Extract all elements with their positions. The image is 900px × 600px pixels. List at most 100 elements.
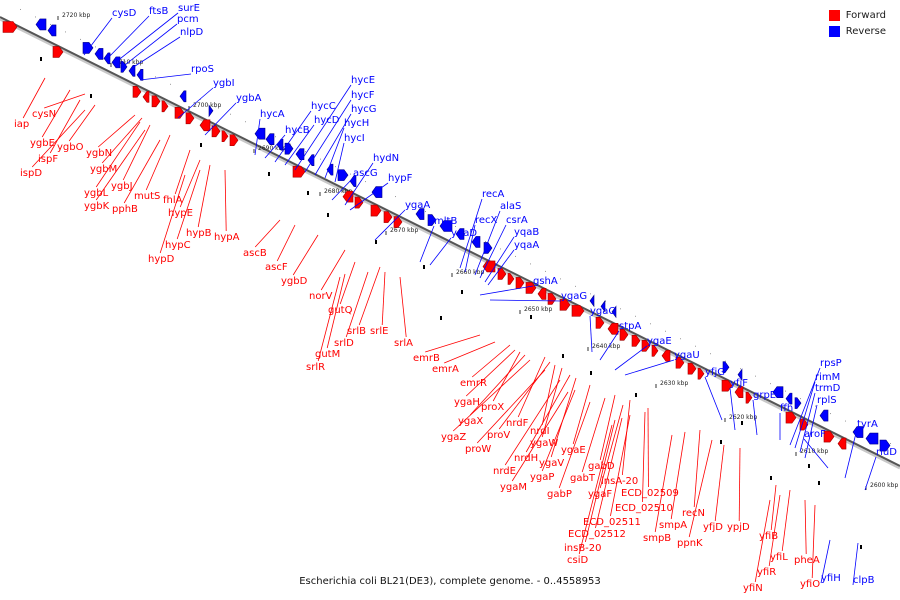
ruler-dot bbox=[695, 345, 696, 347]
leader-ygad bbox=[429, 237, 452, 266]
reverse-gene-block bbox=[47, 24, 57, 37]
ruler-dot bbox=[215, 106, 216, 108]
forward-gene-block bbox=[547, 293, 557, 305]
ruler-dot bbox=[290, 143, 291, 145]
reverse-gene-block bbox=[737, 368, 743, 382]
forward-gene-block bbox=[595, 317, 605, 329]
ruler-dot bbox=[440, 218, 441, 220]
reverse-gene-block bbox=[819, 409, 829, 422]
gene-label-ygae: ygaE bbox=[647, 336, 672, 347]
leader-ygbd bbox=[292, 234, 319, 276]
legend-item-reverse: Reverse bbox=[828, 23, 886, 39]
reverse-gene-block bbox=[103, 52, 111, 65]
ruler-dot bbox=[200, 98, 201, 100]
gene-label-prox: proX bbox=[481, 402, 504, 413]
forward-gene-block bbox=[2, 21, 18, 33]
leader-hypa bbox=[224, 169, 227, 232]
forward-gene-block bbox=[161, 100, 169, 113]
gene-label-gabt: gabT bbox=[570, 473, 596, 484]
marker-tick bbox=[741, 421, 743, 425]
gene-label-gabp: gabP bbox=[547, 489, 572, 500]
ruler-dot bbox=[500, 248, 501, 250]
ruler-dot bbox=[350, 173, 351, 175]
gene-label-gutm: gutM bbox=[315, 349, 340, 360]
ruler-dot bbox=[305, 151, 306, 153]
leader-cysn bbox=[44, 93, 86, 109]
forward-gene-block bbox=[185, 112, 195, 125]
gene-label-pphb: pphB bbox=[112, 204, 138, 215]
reverse-gene-block bbox=[120, 61, 128, 73]
ruler-dot bbox=[560, 278, 561, 280]
gene-label-prov: proV bbox=[487, 430, 510, 441]
leader-prow bbox=[476, 369, 546, 444]
gene-label-csid: csiD bbox=[567, 555, 588, 566]
reverse-gene-block bbox=[865, 432, 879, 445]
gene-label-yfin: yfiN bbox=[743, 583, 763, 594]
ruler-dot bbox=[635, 315, 636, 317]
marker-tick bbox=[530, 315, 532, 319]
gene-label-trmd: trmD bbox=[815, 383, 841, 394]
forward-gene-block bbox=[745, 391, 753, 404]
marker-tick bbox=[40, 57, 42, 61]
marker-tick bbox=[818, 481, 820, 485]
gene-label-srlr: srlR bbox=[306, 362, 325, 373]
ruler-dot bbox=[680, 338, 681, 340]
leader-gabp bbox=[558, 401, 591, 489]
leader-hycd bbox=[284, 124, 315, 166]
leader-ygap bbox=[541, 389, 576, 472]
gene-label-yfjd: yfjD bbox=[703, 522, 723, 533]
reverse-gene-block bbox=[254, 127, 266, 140]
ruler-dot bbox=[755, 375, 756, 377]
leader-insb-20 bbox=[584, 419, 616, 543]
gene-label-emrb: emrB bbox=[413, 353, 440, 364]
gene-label-yfil: yfiL bbox=[770, 552, 788, 563]
reverse-swatch bbox=[828, 25, 840, 37]
marker-tick bbox=[461, 290, 463, 294]
ruler-dot bbox=[35, 16, 36, 18]
marker-tick bbox=[770, 476, 772, 480]
gene-label-ygad: ygaD bbox=[451, 228, 477, 239]
chromosome-axis bbox=[0, 16, 900, 467]
forward-gene-block bbox=[525, 282, 537, 294]
reverse-gene-block bbox=[600, 299, 606, 313]
leader-ygbl bbox=[95, 121, 141, 188]
ruler-dot bbox=[335, 166, 336, 168]
leader-hyce bbox=[294, 84, 352, 171]
tick-label: 2640 kbp bbox=[592, 343, 620, 350]
reverse-gene-block bbox=[307, 154, 315, 166]
gene-label-reca: recA bbox=[482, 189, 505, 200]
gene-label-ygbk: ygbK bbox=[84, 201, 110, 212]
tick-label: 2630 kbp bbox=[660, 380, 688, 387]
leader-csid bbox=[578, 424, 613, 555]
leader-cysd bbox=[83, 17, 113, 56]
leader-nrde bbox=[504, 379, 561, 466]
leader-yfjg bbox=[704, 376, 723, 421]
leader-pcm bbox=[124, 23, 178, 66]
ruler-dot bbox=[140, 68, 141, 70]
ruler-dot bbox=[890, 443, 891, 445]
leader-arof bbox=[803, 438, 829, 469]
gene-label-hycc: hycC bbox=[311, 101, 336, 112]
reverse-gene-block bbox=[208, 104, 214, 118]
leader-rpsp bbox=[789, 367, 821, 446]
gene-label-ispf: ispF bbox=[38, 154, 58, 165]
ruler-dot bbox=[65, 31, 66, 33]
leader-csra bbox=[479, 224, 507, 279]
marker-tick bbox=[440, 316, 442, 320]
tick-label: 2700 kbp bbox=[193, 102, 221, 109]
tick-label: 2690 kbp bbox=[258, 145, 286, 152]
gene-label-yfjf: yfjF bbox=[730, 378, 748, 389]
forward-gene-block bbox=[697, 367, 705, 380]
gene-label-alas: alaS bbox=[500, 201, 521, 212]
leader-ygbm bbox=[101, 117, 143, 164]
gene-label-ygag: ygaG bbox=[561, 291, 587, 302]
reverse-gene-block bbox=[879, 439, 891, 452]
leader-emrb bbox=[425, 334, 481, 353]
gene-label-ascf: ascF bbox=[265, 262, 288, 273]
reverse-gene-block bbox=[785, 392, 793, 405]
gene-label-csra: csrA bbox=[506, 215, 528, 226]
gene-label-sure: surE bbox=[178, 3, 200, 14]
reverse-gene-block bbox=[772, 386, 784, 398]
gene-label-stpa: stpA bbox=[619, 321, 641, 332]
